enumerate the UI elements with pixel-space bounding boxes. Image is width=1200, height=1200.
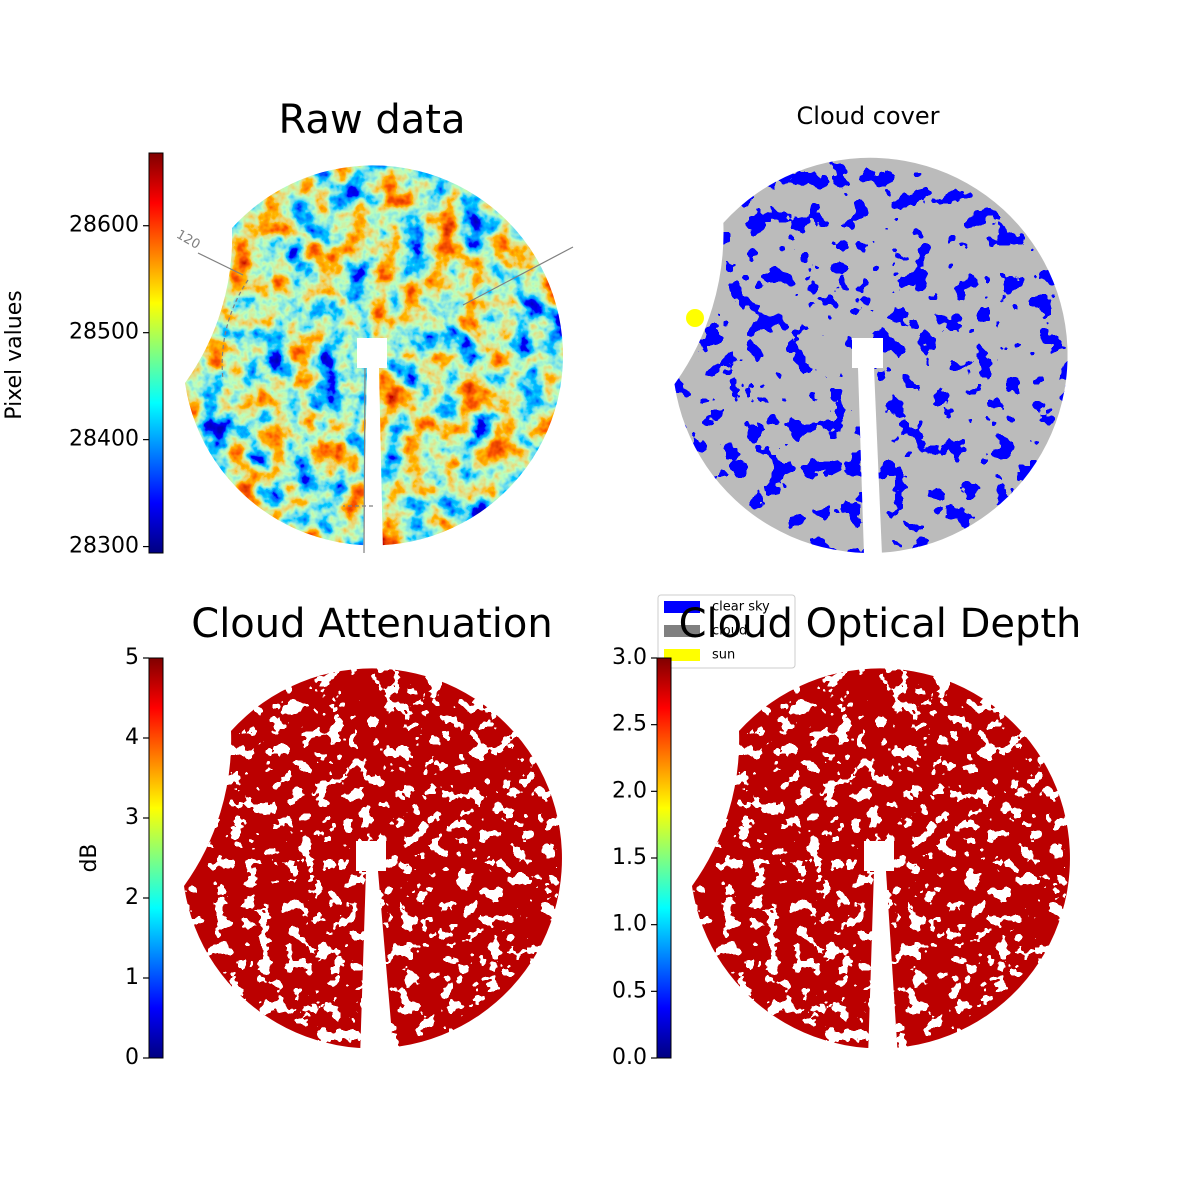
colorbar [148,152,164,554]
colorbar-label: Pixel values [2,290,27,419]
colorbar-tick-label: 3.0 [612,645,647,670]
panel-title: Cloud cover [797,102,940,130]
panel-title: Cloud Optical Depth [679,601,1082,647]
colorbar-tick-label: 0 [125,1045,139,1070]
raw-image [185,165,574,555]
colorbar-tick-label: 1.0 [612,912,647,937]
colorbar-tick-label: 2 [125,885,139,910]
legend-swatch [664,601,700,613]
attenuation-image [184,668,562,1058]
colorbar-tick-label: 28400 [69,427,139,452]
colorbar-tick-label: 28300 [69,534,139,559]
colorbar-tick-label: 28600 [69,213,139,238]
legend-label: clear sky [712,600,770,615]
colorbar-tick-label: 2.0 [612,778,647,803]
colorbar-tick-label: 2.5 [612,712,647,737]
colorbar-tick-label: 3 [125,805,139,830]
colorbar-tick-label: 1.5 [612,845,647,870]
legend-label: sun [712,648,735,663]
colorbar-label: dB [77,843,102,872]
legend-label: cloud [712,624,747,639]
panel-title: Cloud Attenuation [191,601,552,647]
colorbar-tick-label: 1 [125,965,139,990]
colorbar [656,657,672,1059]
cloud-image [674,157,1068,555]
colorbar-tick-label: 0.5 [612,978,647,1003]
colorbar [148,657,164,1059]
legend-swatch [664,649,700,661]
colorbar-tick-label: 5 [125,645,139,670]
optical-depth-image [692,668,1070,1058]
colorbar-tick-label: 4 [125,725,139,750]
colorbar-tick-label: 28500 [69,320,139,345]
colorbar-tick-label: 0.0 [612,1045,647,1070]
legend-swatch [664,625,700,637]
polar-label: 120 [173,227,202,252]
panel-title: Raw data [279,97,466,143]
